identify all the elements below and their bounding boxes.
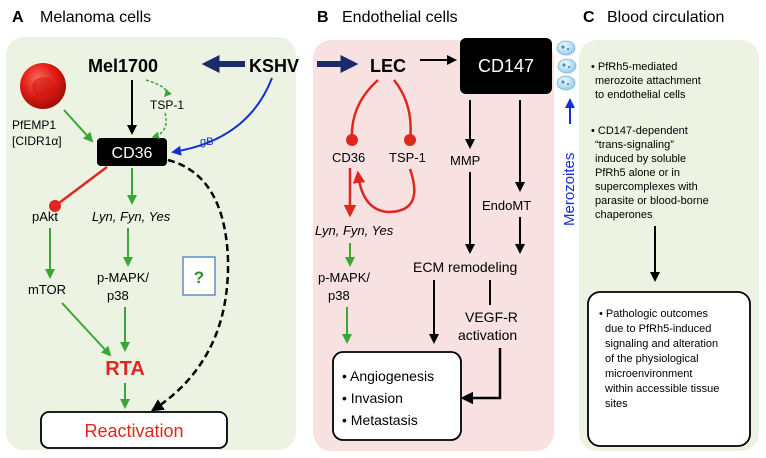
text-line: PfRh5 alone or in bbox=[595, 167, 680, 179]
text-line: within accessible tissue bbox=[604, 383, 719, 395]
arrow-mtor-to-rta bbox=[61, 302, 112, 357]
pfemp1-domain-label: [CIDR1α] bbox=[12, 134, 62, 148]
pmapk-a-label-2: p38 bbox=[107, 288, 129, 303]
text-line: signaling and alteration bbox=[605, 338, 718, 350]
mtor-label: mTOR bbox=[28, 282, 66, 297]
text-line: • PfRh5-mediated bbox=[591, 61, 677, 73]
text-line: chaperones bbox=[595, 209, 653, 221]
mmp-label: MMP bbox=[450, 153, 480, 168]
merozoite-icon bbox=[556, 40, 576, 56]
text-line: parasite or blood-borne bbox=[595, 195, 709, 207]
panel-a-letter: A bbox=[12, 9, 24, 26]
mel1700-label: Mel1700 bbox=[88, 56, 158, 76]
tsp1-b-label: TSP-1 bbox=[389, 150, 426, 165]
unknown-mechanism-box bbox=[182, 256, 216, 296]
vegfr-label-2: activation bbox=[458, 327, 517, 343]
lyn-a-label: Lyn, Fyn, Yes bbox=[92, 209, 171, 224]
arrow-kshv-gb-to-cd36 bbox=[171, 77, 273, 156]
panel-c-bullet-attachment: • PfRh5-mediated merozoite attachment to… bbox=[591, 61, 701, 101]
pakt-label: pAkt bbox=[32, 209, 58, 224]
arrow-vegfr-to-outcomes bbox=[460, 348, 502, 405]
text-line: microenvironment bbox=[605, 368, 692, 380]
text-line: due to PfRh5-induced bbox=[605, 323, 711, 335]
kshv-label: KSHV bbox=[249, 56, 299, 76]
cd147-box bbox=[460, 38, 552, 94]
ecm-label: ECM remodeling bbox=[413, 259, 517, 275]
merozoite-icon bbox=[557, 58, 577, 74]
panel-c-bullet-trans-signaling: • CD147-dependent “trans-signaling” indu… bbox=[591, 125, 709, 221]
reactivation-label: Reactivation bbox=[84, 421, 183, 441]
inhibit-lec-to-cd36 bbox=[346, 79, 379, 146]
text-line: induced by soluble bbox=[595, 153, 686, 165]
arrow-cd36-to-reactivation-dashed bbox=[150, 158, 230, 412]
pathologic-outcomes-box bbox=[587, 291, 751, 447]
endomt-label: EndoMT bbox=[482, 198, 531, 213]
outcome-invasion: • Invasion bbox=[342, 390, 403, 406]
vegfr-label-1: VEGF-R bbox=[465, 309, 518, 325]
panel-c-bullet-pathologic: • Pathologic outcomes due to PfRh5-induc… bbox=[599, 308, 719, 410]
outcomes-box bbox=[332, 351, 462, 441]
panel-b-background bbox=[313, 40, 554, 451]
outcome-angiogenesis: • Angiogenesis bbox=[342, 368, 434, 384]
text-line: • Pathologic outcomes bbox=[599, 308, 709, 320]
pmapk-a-label-1: p-MAPK/ bbox=[97, 270, 149, 285]
cd36-a-box bbox=[97, 138, 167, 166]
merozoite-icon bbox=[556, 75, 576, 91]
tsp1-a-label: TSP-1 bbox=[150, 98, 184, 112]
panel-b-letter: B bbox=[317, 9, 329, 26]
red-blood-cell-icon bbox=[20, 63, 66, 109]
panel-a-background bbox=[6, 37, 296, 450]
pmapk-b-label-2: p38 bbox=[328, 288, 350, 303]
text-line: “trans-signaling” bbox=[595, 139, 674, 151]
text-line: sites bbox=[605, 398, 628, 410]
rta-label: RTA bbox=[105, 358, 145, 380]
panel-c-letter: C bbox=[583, 9, 595, 26]
arrow-tsp1-to-cd36-loop bbox=[352, 168, 416, 214]
pfemp1-label: PfEMP1 bbox=[12, 118, 56, 132]
cd36-b-label: CD36 bbox=[332, 150, 365, 165]
pmapk-b-label-1: p-MAPK/ bbox=[318, 270, 370, 285]
reactivation-box bbox=[40, 411, 228, 449]
outcome-metastasis: • Metastasis bbox=[342, 412, 418, 428]
arrow-pfemp1-to-cd36 bbox=[63, 109, 94, 143]
text-line: to endothelial cells bbox=[595, 89, 686, 101]
lec-label: LEC bbox=[370, 56, 406, 76]
text-line: merozoite attachment bbox=[595, 75, 701, 87]
panel-b-title: Endothelial cells bbox=[342, 9, 458, 26]
merozoites-label: Merozoites bbox=[561, 153, 578, 226]
unknown-mechanism-label: ? bbox=[194, 268, 204, 287]
panel-c-title: Blood circulation bbox=[607, 9, 724, 26]
text-line: of the physiological bbox=[605, 353, 699, 365]
lyn-b-label: Lyn, Fyn, Yes bbox=[315, 223, 394, 238]
inhibit-cd36-to-pakt bbox=[49, 166, 108, 212]
inhibit-lec-to-tsp1 bbox=[393, 79, 416, 146]
text-line: • CD147-dependent bbox=[591, 125, 688, 137]
arrow-mel1700-to-tsp1 bbox=[145, 79, 172, 98]
text-line: supercomplexes with bbox=[595, 181, 698, 193]
cd36-a-label: CD36 bbox=[112, 145, 153, 162]
cd147-label: CD147 bbox=[478, 56, 534, 76]
panel-a-title: Melanoma cells bbox=[40, 9, 151, 26]
arrow-tsp1-to-cd36 bbox=[151, 112, 167, 139]
